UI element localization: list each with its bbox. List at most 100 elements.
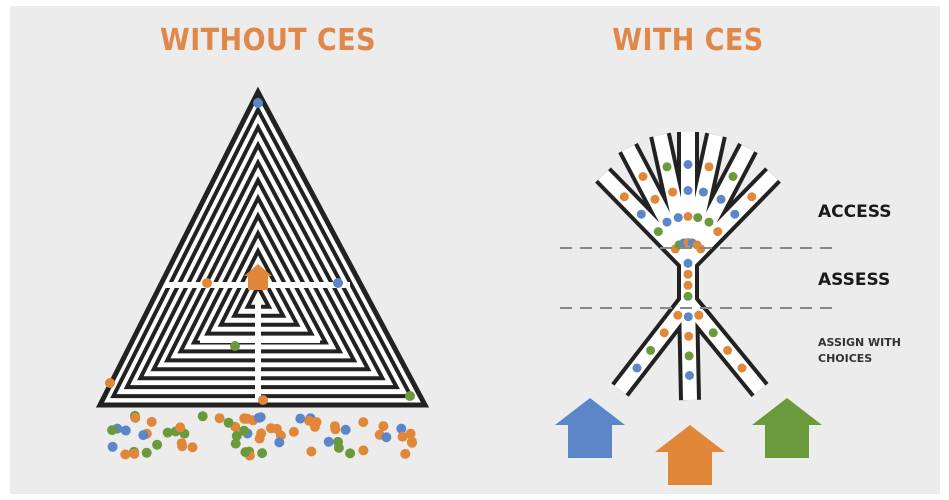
person bbox=[407, 437, 418, 448]
maze-wall bbox=[123, 123, 400, 390]
tree bbox=[595, 132, 781, 401]
person bbox=[358, 417, 369, 428]
person bbox=[230, 438, 241, 449]
maze-home bbox=[244, 264, 272, 290]
person bbox=[619, 192, 629, 202]
person bbox=[683, 312, 693, 322]
person bbox=[265, 423, 276, 434]
person bbox=[397, 431, 408, 442]
person bbox=[146, 416, 157, 427]
person bbox=[638, 172, 648, 181]
person bbox=[323, 436, 334, 447]
person bbox=[646, 345, 656, 355]
person bbox=[141, 447, 152, 458]
person bbox=[197, 411, 208, 422]
person bbox=[694, 310, 704, 320]
assign-label: CHOICES bbox=[818, 352, 872, 365]
person bbox=[240, 447, 251, 458]
person bbox=[662, 162, 672, 172]
person bbox=[659, 328, 669, 338]
assign-label: ASSIGN WITH bbox=[818, 336, 901, 349]
house-blue bbox=[555, 398, 625, 458]
person bbox=[381, 432, 392, 443]
person bbox=[304, 415, 315, 426]
person bbox=[107, 441, 118, 452]
person bbox=[653, 227, 663, 237]
person bbox=[737, 363, 747, 373]
person bbox=[257, 448, 268, 459]
person bbox=[723, 345, 733, 355]
person bbox=[152, 439, 163, 450]
person bbox=[295, 413, 306, 424]
person bbox=[138, 430, 149, 441]
person bbox=[175, 422, 186, 433]
person bbox=[311, 417, 322, 428]
person bbox=[683, 212, 693, 221]
person bbox=[288, 426, 299, 437]
person bbox=[683, 258, 693, 268]
person bbox=[129, 448, 140, 459]
person bbox=[120, 425, 131, 436]
crowd bbox=[107, 410, 418, 461]
person bbox=[673, 310, 683, 320]
house-green bbox=[752, 398, 822, 458]
person bbox=[274, 437, 285, 448]
person bbox=[253, 412, 264, 423]
person bbox=[716, 194, 726, 204]
person bbox=[358, 445, 369, 456]
person bbox=[306, 446, 317, 457]
right-title: WITH CES bbox=[612, 23, 763, 58]
person bbox=[668, 187, 678, 197]
person bbox=[708, 328, 718, 338]
person bbox=[684, 331, 694, 341]
person bbox=[400, 448, 411, 459]
person bbox=[333, 442, 344, 453]
left-title: WITHOUT CES bbox=[160, 23, 376, 58]
person bbox=[345, 448, 356, 459]
person bbox=[231, 430, 242, 441]
person bbox=[230, 341, 240, 351]
person bbox=[713, 227, 723, 237]
maze bbox=[95, 86, 430, 408]
person bbox=[177, 441, 188, 452]
person bbox=[256, 428, 267, 439]
person bbox=[405, 428, 416, 439]
person bbox=[685, 371, 694, 380]
person bbox=[396, 423, 407, 434]
stage-label: ACCESS bbox=[818, 202, 891, 222]
person bbox=[683, 186, 693, 195]
person bbox=[378, 421, 389, 432]
person bbox=[202, 278, 212, 288]
person bbox=[405, 391, 415, 401]
person bbox=[650, 194, 660, 204]
person bbox=[693, 213, 703, 223]
person bbox=[662, 217, 672, 227]
stage-label: ASSESS bbox=[818, 270, 890, 290]
person bbox=[704, 162, 714, 172]
person bbox=[130, 412, 141, 423]
person bbox=[258, 395, 268, 405]
person bbox=[330, 424, 341, 435]
person bbox=[747, 192, 757, 202]
person bbox=[253, 98, 263, 108]
person bbox=[684, 351, 694, 361]
person bbox=[120, 449, 131, 460]
person bbox=[239, 413, 250, 424]
person bbox=[107, 425, 118, 436]
person bbox=[728, 172, 738, 181]
person bbox=[673, 213, 683, 223]
person bbox=[105, 378, 115, 388]
person bbox=[340, 424, 351, 435]
person bbox=[239, 425, 250, 436]
person bbox=[683, 280, 693, 290]
person bbox=[187, 442, 198, 453]
person bbox=[683, 291, 693, 301]
person bbox=[162, 427, 173, 438]
person bbox=[333, 278, 343, 288]
person bbox=[683, 269, 693, 279]
person bbox=[223, 417, 234, 428]
person bbox=[683, 160, 693, 169]
maze-wall bbox=[137, 140, 386, 381]
house-orange bbox=[655, 425, 725, 485]
